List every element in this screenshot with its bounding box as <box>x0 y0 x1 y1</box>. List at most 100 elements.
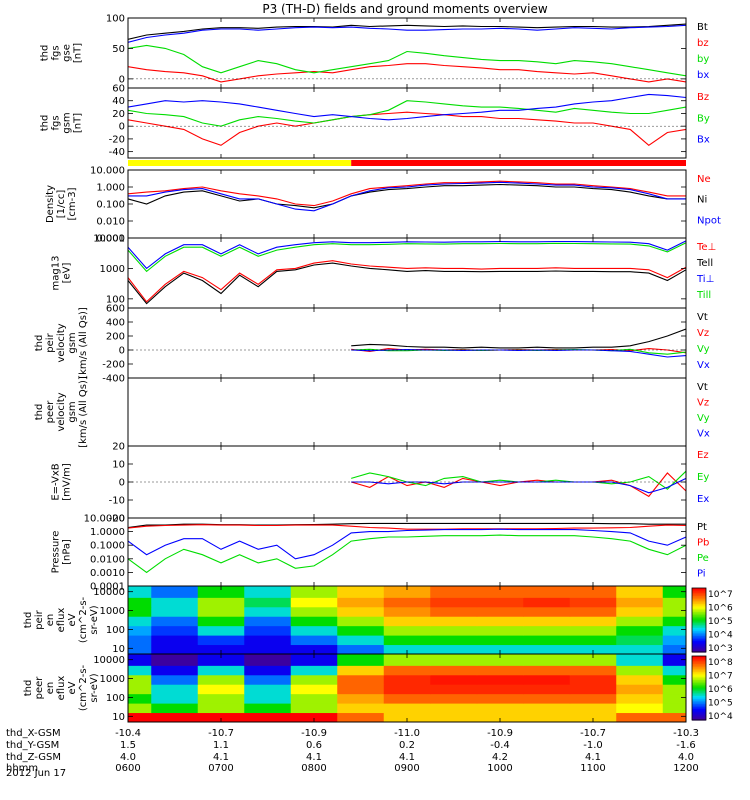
series-line-By <box>128 100 686 127</box>
panel-frame <box>127 87 687 159</box>
panel-frame <box>127 377 687 447</box>
heatmap-cell <box>197 672 245 685</box>
heatmap-cell <box>662 691 686 704</box>
colorbar-step <box>692 704 706 707</box>
y-axis-label-line: thd <box>40 45 51 62</box>
legend-entry: Vy <box>697 413 710 424</box>
y-axis-label-line: fgs <box>51 115 62 130</box>
series-line-Pi <box>128 528 686 560</box>
heatmap-cell <box>616 691 664 704</box>
colorbar-step <box>692 640 706 643</box>
heatmap-cell <box>197 682 245 695</box>
heatmap-cells <box>128 586 686 654</box>
legend-entry: Ne <box>697 174 711 185</box>
y-tick-label: 10 <box>112 644 125 655</box>
colorbar-step <box>692 678 706 681</box>
heatmap-cell <box>569 614 617 627</box>
heatmap-cell <box>244 623 292 636</box>
heatmap-cell <box>383 586 431 598</box>
heatmap-cell <box>430 682 478 695</box>
y-tick-label: 10 <box>112 712 125 723</box>
heatmap-cell <box>476 710 524 722</box>
colorbar-step <box>692 589 706 592</box>
heatmap-cell <box>151 633 199 646</box>
heatmap-cell <box>569 682 617 695</box>
colorbar-step <box>692 660 706 663</box>
x-axis-tick-label: 1100 <box>580 763 605 774</box>
heatmap-cell <box>430 604 478 617</box>
y-axis-label-line: thd <box>23 612 34 629</box>
heatmap-cell <box>290 663 338 676</box>
series-line-bz <box>128 63 686 83</box>
y-tick-label: 20 <box>112 109 125 120</box>
heatmap-cell <box>616 604 664 617</box>
colorbar-step <box>692 686 706 689</box>
series-group <box>351 470 686 498</box>
colorbar-peer_eflux: 10^8 10^7 10^6 10^5 10^4 <box>691 655 733 722</box>
heatmap-cell <box>383 623 431 636</box>
legend-entry: Vt <box>697 312 708 323</box>
legend-entry: Bz <box>697 92 709 103</box>
colorbar-step <box>692 610 706 613</box>
heatmap-cell <box>197 633 245 646</box>
y-tick-label: 50 <box>112 44 125 55</box>
heatmap-cell <box>523 672 571 685</box>
legend-entry: Vx <box>697 360 710 371</box>
y-axis-label-line: sr-eV) <box>89 673 100 702</box>
plot-title: P3 (TH-D) fields and ground moments over… <box>262 2 547 16</box>
legend-entry: Tell <box>696 258 713 269</box>
heatmap-cell <box>476 595 524 608</box>
heatmap-cell <box>476 691 524 704</box>
heatmap-cell <box>290 623 338 636</box>
series-group <box>128 240 686 305</box>
colorbar-step <box>692 623 706 626</box>
colorbar-step <box>692 634 706 637</box>
x-axis-tick-label: 4.0 <box>678 752 694 763</box>
heatmap-cell <box>197 614 245 627</box>
x-axis-tick-label: -10.7 <box>208 728 234 739</box>
y-tick-label: 400 <box>106 318 125 329</box>
heatmap-cell <box>569 623 617 636</box>
heatmap-cell <box>430 633 478 646</box>
colorbar-step <box>692 599 706 602</box>
heatmap-cell <box>523 633 571 646</box>
colorbar-tick-label: 10^7 <box>708 590 733 600</box>
y-axis-label-line: peer <box>45 400 56 424</box>
heatmap-cell <box>383 710 431 722</box>
heatmap-cell <box>244 642 292 654</box>
heatmap-cell <box>523 642 571 654</box>
y-tick-label: 10000 <box>93 655 125 666</box>
heatmap-cell <box>523 663 571 676</box>
heatmap-cell <box>662 614 686 627</box>
series-line-Ey <box>351 470 686 490</box>
heatmap-cell <box>244 672 292 685</box>
heatmap-cell <box>476 623 524 636</box>
heatmap-cell <box>616 682 664 695</box>
x-axis-tick-label: -1.0 <box>583 740 603 751</box>
y-axis-label-line: peir <box>45 332 56 352</box>
panel-frame <box>127 169 687 239</box>
heatmap-cell <box>476 614 524 627</box>
heatmap-cell <box>197 604 245 617</box>
heatmap-cell <box>197 642 245 654</box>
series-line-Ne <box>128 180 686 207</box>
heatmap-cell <box>616 633 664 646</box>
y-tick-label: 0.0010 <box>90 568 125 579</box>
heatmap-cell <box>244 710 292 722</box>
heatmap-cell <box>244 614 292 627</box>
y-tick-label: -20 <box>109 134 125 145</box>
heatmap-cell <box>244 682 292 695</box>
heatmap-cell <box>523 654 571 666</box>
series-group <box>128 180 686 212</box>
series-line-Vx <box>351 349 686 358</box>
heatmap-cells <box>128 654 686 722</box>
heatmap-cell <box>569 701 617 714</box>
legend-peir_velocity: Vt Vz Vy Vx <box>697 312 710 371</box>
colorbar-step <box>692 615 706 618</box>
heatmap-cell <box>151 595 199 608</box>
heatmap-cell <box>569 604 617 617</box>
colorbar-step <box>692 656 706 659</box>
y-axis-label-line: [nT] <box>73 43 84 63</box>
colorbar-step <box>692 594 706 597</box>
x-axis-row-label: thd_Z-GSM <box>6 752 61 763</box>
